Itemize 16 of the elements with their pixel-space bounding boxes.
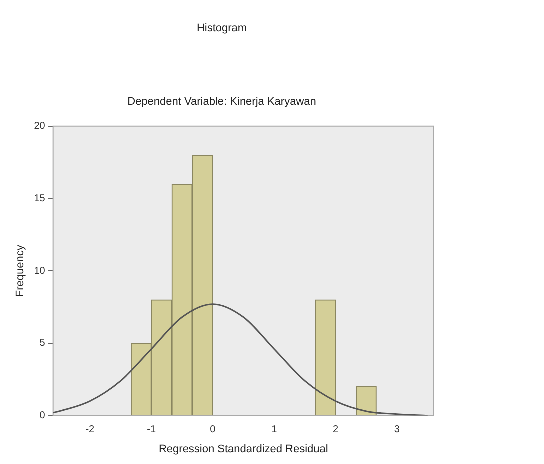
y-axis-title: Frequency xyxy=(14,244,27,298)
x-tick-label: 0 xyxy=(210,424,216,436)
line-series xyxy=(53,304,429,416)
chart-subtitle: Dependent Variable: Kinerja Karyawan xyxy=(128,96,316,108)
x-axis-title: Regression Standardized Residual xyxy=(158,443,328,456)
x-tick-label: -2 xyxy=(86,424,96,436)
x-tick-label: 2 xyxy=(332,424,339,436)
x-tick-label: -1 xyxy=(147,424,156,436)
x-tick-label: 3 xyxy=(394,424,400,436)
y-tick-label: 15 xyxy=(34,194,46,204)
chart-title: Histogram xyxy=(196,22,248,35)
y-tick-label: 20 xyxy=(34,121,46,132)
x-tick-label: 1 xyxy=(272,424,278,436)
y-tick-label: 10 xyxy=(34,266,46,277)
y-tick-label: 0 xyxy=(40,410,46,422)
y-tick-label: 5 xyxy=(40,338,46,350)
